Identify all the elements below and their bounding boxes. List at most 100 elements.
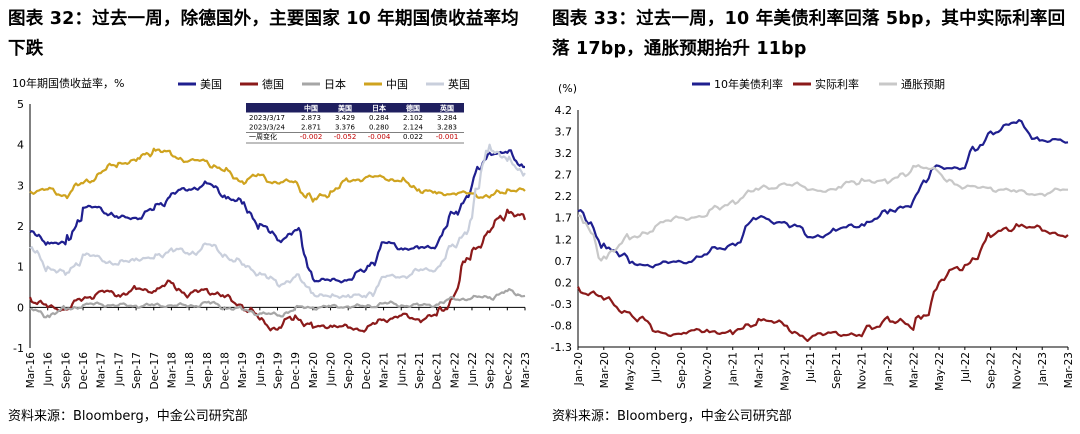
legend-label-10年美债利率: 10年美债利率 bbox=[714, 77, 783, 91]
table-cell-r1-c5: 3.283 bbox=[437, 124, 457, 132]
data-table-header-bg bbox=[246, 103, 464, 113]
series-line-通胀预期 bbox=[577, 164, 1068, 262]
y-tick-label-5: 4 bbox=[17, 139, 24, 152]
x-tick-label-3: Dec-16 bbox=[78, 352, 90, 390]
right-chart-panel: 图表 33：过去一周，10 年美债利率回落 5bp，其中实际利率回落 17bp，… bbox=[544, 0, 1080, 434]
x-tick-label-11: Dec-18 bbox=[219, 352, 231, 389]
left-source-note: 资料来源：Bloomberg，中金公司研究部 bbox=[8, 409, 248, 424]
table-cell-r2-c4: 0.022 bbox=[403, 133, 423, 141]
legend-label-中国: 中国 bbox=[386, 78, 408, 91]
x-tick-label-19: Dec-20 bbox=[361, 352, 373, 389]
x-tick-label-5: Jun-17 bbox=[113, 352, 125, 387]
table-header-3: 日本 bbox=[372, 103, 386, 112]
x-tick-label-16: Mar-20 bbox=[308, 352, 320, 388]
table-cell-r0-c2: 3.429 bbox=[335, 114, 355, 122]
x-tick-label-10: Sep-21 bbox=[831, 352, 843, 389]
x-tick-label-2: May-20 bbox=[625, 352, 637, 391]
table-header-2: 美国 bbox=[338, 103, 352, 112]
x-tick-label-0: Mar-16 bbox=[25, 352, 37, 389]
x-tick-label-26: Sep-22 bbox=[485, 352, 497, 389]
table-cell-r0-c1: 2.873 bbox=[301, 114, 321, 122]
table-header-1: 中国 bbox=[304, 103, 318, 112]
right-y-axis-label: (%) bbox=[558, 82, 577, 95]
x-tick-label-25: Jun-22 bbox=[467, 352, 479, 387]
table-cell-r2-c5: -0.001 bbox=[436, 133, 459, 141]
table-cell-r0-c3: 0.284 bbox=[369, 114, 390, 122]
table-cell-r1-c4: 2.124 bbox=[403, 124, 424, 132]
y-tick-label-4: 3 bbox=[17, 179, 24, 192]
table-cell-r0-c4: 2.102 bbox=[403, 114, 423, 122]
x-tick-label-9: Jul-21 bbox=[805, 352, 817, 383]
x-tick-label-8: May-21 bbox=[779, 352, 791, 391]
x-tick-label-21: Jun-21 bbox=[396, 352, 408, 387]
x-tick-label-9: Jun-18 bbox=[184, 352, 196, 387]
y-tick-label-8: 2.7 bbox=[555, 169, 573, 182]
x-tick-label-11: Nov-21 bbox=[857, 352, 869, 389]
y-tick-label-2: 1 bbox=[17, 261, 24, 274]
y-tick-label-1: 0 bbox=[17, 301, 24, 314]
table-cell-r2-c3: -0.004 bbox=[368, 133, 391, 141]
x-tick-label-15: Jul-22 bbox=[960, 352, 972, 383]
x-tick-label-12: Mar-19 bbox=[237, 352, 249, 388]
x-tick-label-14: Sep-19 bbox=[273, 352, 285, 389]
x-tick-label-7: Mar-21 bbox=[754, 352, 766, 388]
series-line-德国 bbox=[28, 208, 527, 333]
x-tick-label-20: Mar-21 bbox=[379, 352, 391, 388]
y-tick-label-5: 1.2 bbox=[555, 233, 573, 246]
table-cell-r1-c0: 2023/3/24 bbox=[249, 124, 285, 132]
x-tick-label-23: Dec-21 bbox=[432, 352, 444, 389]
table-cell-r0-c0: 2023/3/17 bbox=[249, 114, 285, 122]
x-tick-label-13: Mar-22 bbox=[908, 352, 920, 388]
table-cell-r1-c1: 2.871 bbox=[301, 124, 321, 132]
y-tick-label-0: -1 bbox=[13, 342, 24, 355]
y-tick-label-3: 0.2 bbox=[555, 276, 573, 289]
y-tick-label-10: 3.7 bbox=[555, 126, 573, 139]
x-tick-label-18: Jan-23 bbox=[1037, 352, 1049, 386]
y-tick-label-6: 1.7 bbox=[555, 212, 573, 225]
x-tick-label-8: Mar-18 bbox=[166, 352, 178, 388]
table-cell-r2-c2: -0.052 bbox=[334, 133, 357, 141]
table-cell-r2-c0: 一周变化 bbox=[249, 132, 277, 141]
y-tick-label-7: 2.2 bbox=[555, 190, 573, 203]
x-tick-label-6: Jan-21 bbox=[728, 352, 740, 386]
x-tick-label-1: Mar-20 bbox=[599, 352, 611, 388]
series-line-中国 bbox=[29, 147, 526, 203]
legend-label-美国: 美国 bbox=[200, 78, 222, 91]
x-tick-label-3: Jul-20 bbox=[650, 352, 662, 383]
legend-label-实际利率: 实际利率 bbox=[815, 77, 859, 91]
y-tick-label-11: 4.2 bbox=[555, 104, 573, 117]
series-line-日本 bbox=[29, 288, 526, 319]
series-line-英国 bbox=[29, 143, 526, 299]
x-tick-label-7: Dec-17 bbox=[149, 352, 161, 389]
x-tick-label-17: Jun-20 bbox=[326, 352, 338, 387]
x-tick-label-28: Mar-23 bbox=[520, 352, 532, 388]
x-tick-label-15: Dec-19 bbox=[290, 352, 302, 389]
x-tick-label-17: Nov-22 bbox=[1011, 352, 1023, 389]
y-tick-label-2: -0.3 bbox=[551, 298, 572, 311]
x-tick-label-2: Sep-16 bbox=[60, 352, 72, 389]
x-tick-label-6: Sep-17 bbox=[131, 352, 143, 389]
left-chart-title: 图表 32：过去一周，除德国外，主要国家 10 年期国债收益率均下跌 bbox=[8, 9, 519, 59]
x-tick-label-12: Jan-22 bbox=[882, 352, 894, 386]
right-chart-title: 图表 33：过去一周，10 年美债利率回落 5bp，其中实际利率回落 17bp，… bbox=[552, 9, 1066, 59]
series-line-10年美债利率 bbox=[577, 119, 1069, 269]
legend-label-德国: 德国 bbox=[262, 77, 284, 91]
left-chart-panel: 图表 32：过去一周，除德国外，主要国家 10 年期国债收益率均下跌 10年期国… bbox=[8, 9, 532, 424]
y-tick-label-9: 3.2 bbox=[555, 147, 573, 160]
table-cell-r1-c3: 0.280 bbox=[369, 124, 389, 132]
y-tick-label-4: 0.7 bbox=[555, 255, 573, 268]
table-cell-r2-c1: -0.002 bbox=[300, 133, 323, 141]
x-tick-label-4: Sep-20 bbox=[676, 352, 688, 389]
x-tick-label-0: Jan-20 bbox=[573, 352, 585, 386]
x-tick-label-19: Mar-23 bbox=[1063, 352, 1075, 388]
left-y-axis-label: 10年期国债收益率，% bbox=[12, 76, 124, 90]
x-tick-label-14: May-22 bbox=[934, 352, 946, 391]
series-line-实际利率 bbox=[577, 223, 1069, 342]
table-header-4: 德国 bbox=[406, 103, 420, 112]
y-tick-label-1: -0.8 bbox=[551, 319, 572, 332]
right-source-note: 资料来源：Bloomberg，中金公司研究部 bbox=[552, 409, 792, 424]
x-tick-label-1: Jun-16 bbox=[43, 352, 55, 387]
legend-label-通胀预期: 通胀预期 bbox=[901, 78, 945, 91]
x-tick-label-18: Sep-20 bbox=[343, 352, 355, 389]
